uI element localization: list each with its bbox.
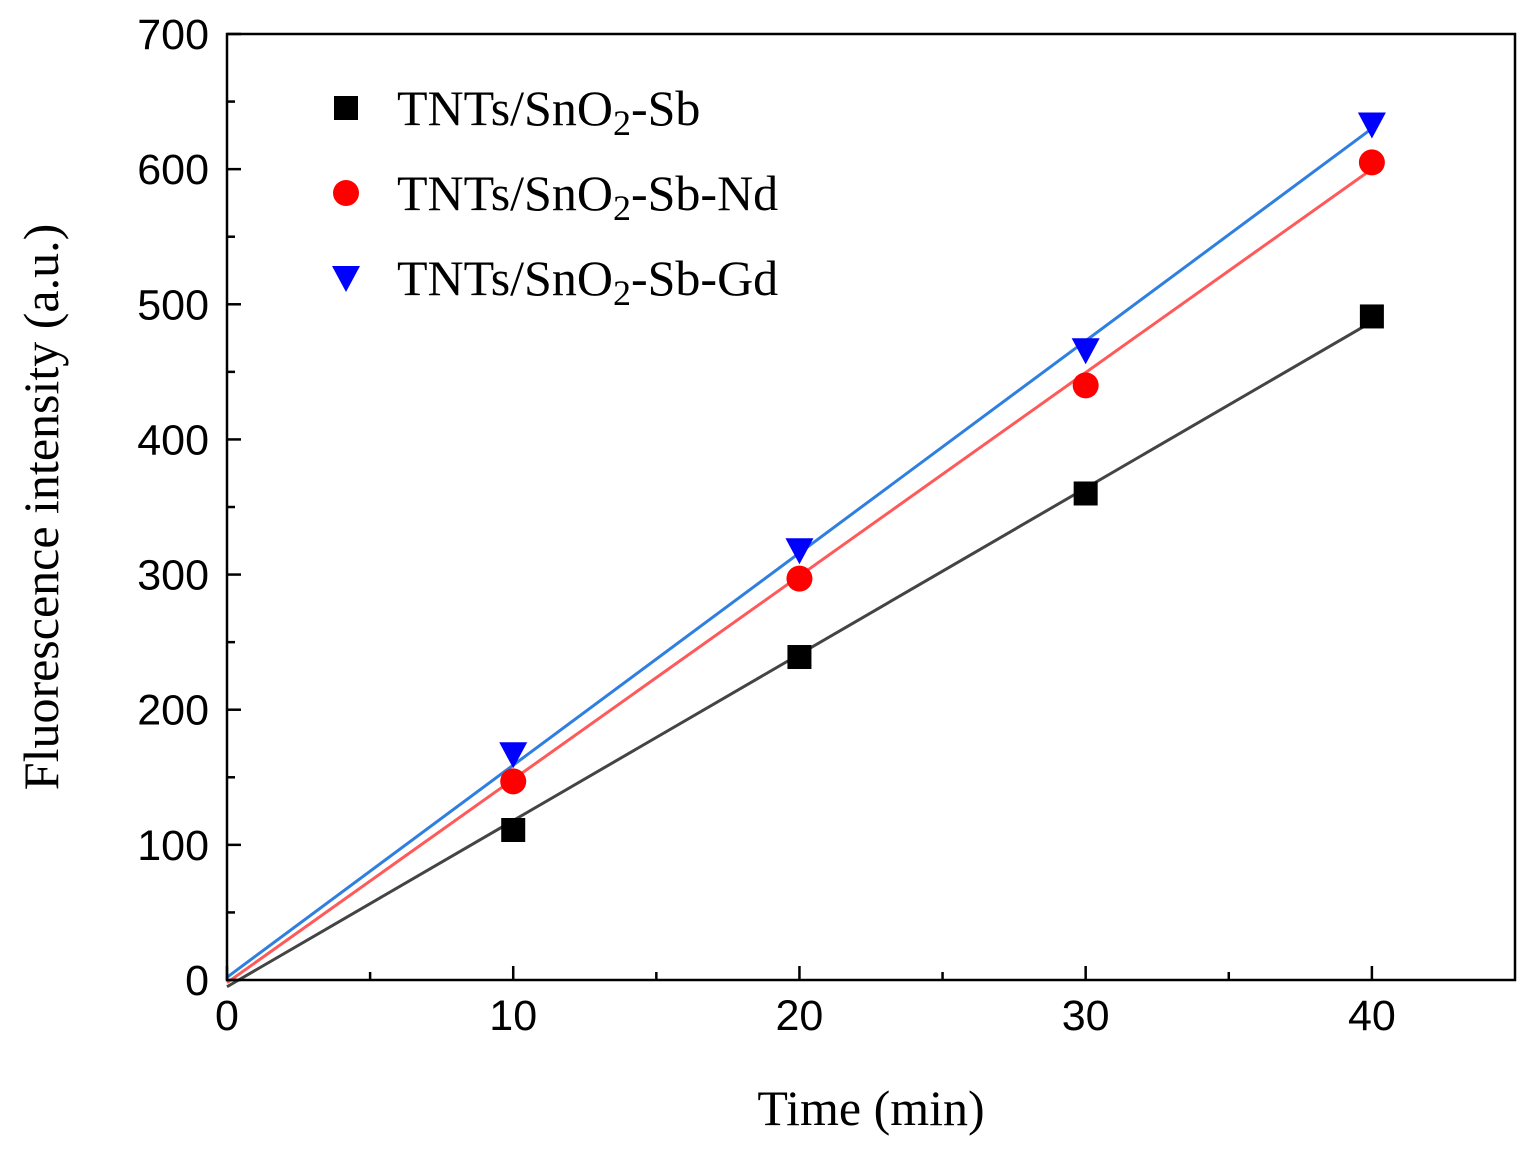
x-tick-label: 30 [1062, 992, 1110, 1040]
legend-label-series-3: TNTs/SnO2-Sb-Gd [397, 250, 778, 313]
data-point-series-2 [786, 565, 813, 592]
x-tick-label: 20 [776, 992, 824, 1040]
data-point-series-1 [787, 645, 812, 670]
data-point-series-2 [1358, 149, 1385, 176]
data-point-series-3 [1071, 338, 1100, 365]
legend-marker-series-1 [334, 96, 358, 120]
data-markers [499, 112, 1386, 842]
legend-label-series-2: TNTs/SnO2-Sb-Nd [397, 165, 778, 228]
y-tick-label: 200 [137, 687, 209, 735]
data-point-series-3 [499, 742, 528, 769]
y-tick-label: 0 [185, 957, 209, 1005]
data-point-series-3 [785, 538, 814, 565]
axis-ticks [225, 32, 1374, 982]
y-axis-title: Fluorescence intensity (a.u.) [13, 224, 69, 790]
y-tick-label: 600 [137, 146, 209, 194]
data-point-series-2 [500, 768, 527, 795]
y-tick-label: 300 [137, 552, 209, 600]
x-tick-label: 0 [215, 992, 239, 1040]
data-point-series-3 [1357, 112, 1386, 139]
x-axis-title: Time (min) [757, 1080, 984, 1136]
data-point-series-1 [501, 817, 526, 842]
legend: TNTs/SnO2-Sb TNTs/SnO2-Sb-Nd TNTs/SnO2-Sb-… [332, 80, 778, 313]
y-tick-label: 700 [137, 11, 209, 59]
y-tick-label: 100 [137, 822, 209, 870]
x-tick-label: 10 [489, 992, 537, 1040]
legend-label-series-1: TNTs/SnO2-Sb [397, 80, 700, 143]
x-tick-label: 40 [1348, 992, 1396, 1040]
data-point-series-1 [1073, 481, 1098, 506]
y-tick-label: 500 [137, 281, 209, 329]
data-point-series-1 [1359, 304, 1384, 329]
legend-marker-series-3 [332, 266, 360, 292]
legend-marker-series-2 [333, 180, 359, 206]
y-tick-label: 400 [137, 416, 209, 464]
data-point-series-2 [1072, 372, 1099, 399]
